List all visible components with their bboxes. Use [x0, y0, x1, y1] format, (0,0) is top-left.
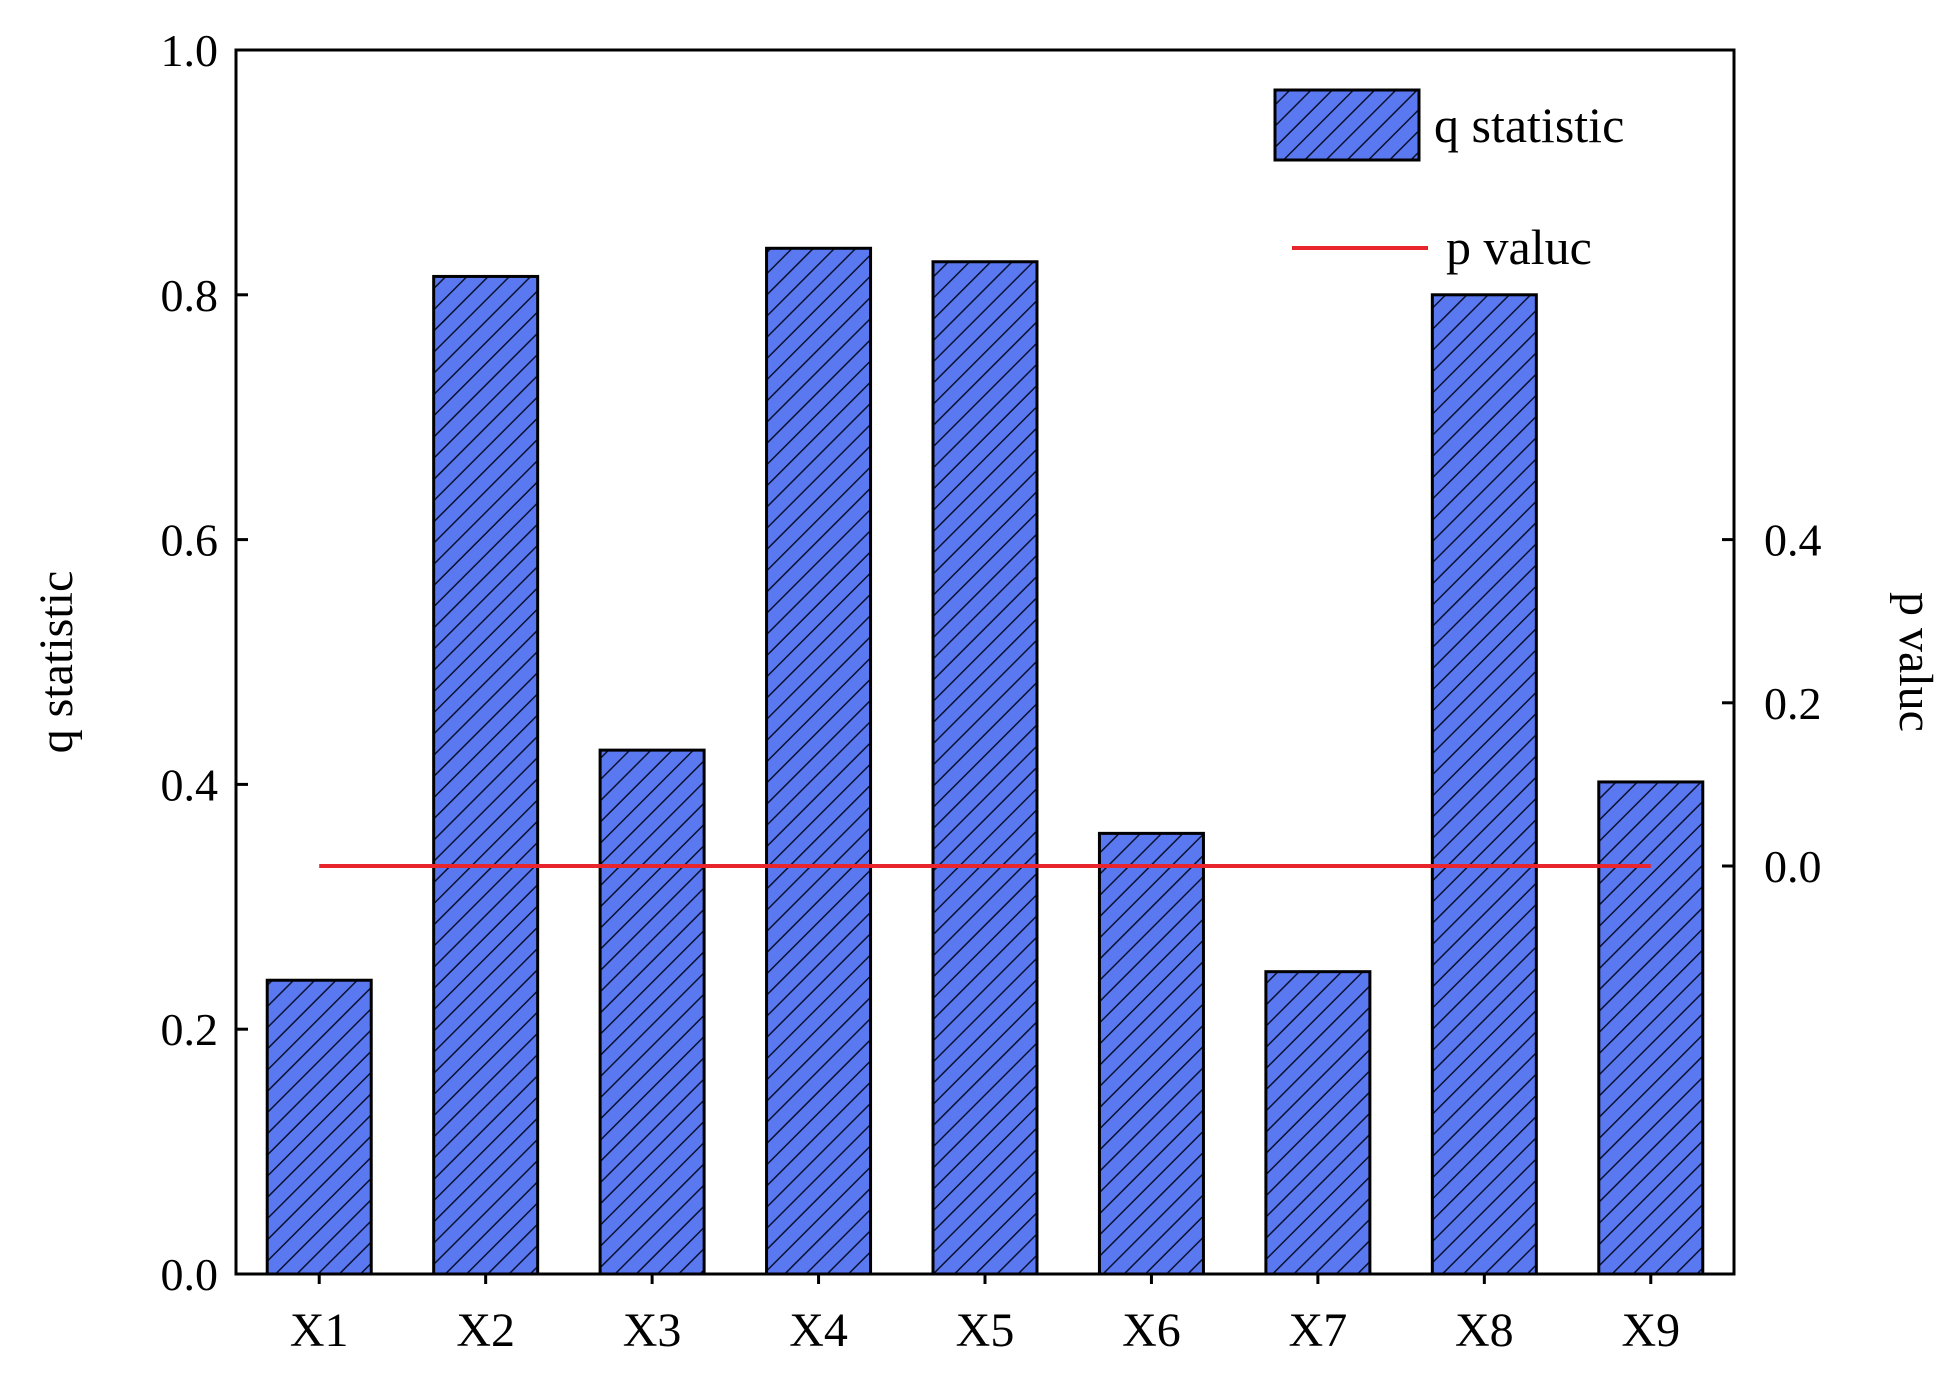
right-tick-label: 0.0: [1764, 841, 1822, 892]
x-tick-label: X5: [956, 1304, 1015, 1357]
legend: q statistic p valuc: [1273, 88, 1624, 275]
x-tick-label: X8: [1455, 1304, 1514, 1357]
right-tick-label: 0.2: [1764, 678, 1822, 729]
legend-swatch-q-statistic: [1273, 88, 1421, 162]
left-y-axis: 0.0 0.2 0.4 0.6 0.8 1.0: [161, 25, 248, 1300]
x-tick-label: X1: [290, 1304, 349, 1357]
bar-x3: [598, 748, 706, 1276]
x-tick-label: X3: [623, 1304, 682, 1357]
bar-x2: [432, 274, 540, 1276]
bar-x6: [1097, 831, 1205, 1276]
bar-x9: [1597, 780, 1705, 1276]
x-tick-label: X4: [789, 1304, 848, 1357]
bar-x7: [1264, 970, 1372, 1276]
left-tick-label: 0.6: [161, 515, 219, 566]
x-tick-label: X9: [1621, 1304, 1680, 1357]
left-tick-label: 0.4: [161, 759, 219, 810]
bar-group: [265, 246, 1705, 1276]
legend-label-p-value: p valuc: [1446, 219, 1592, 275]
x-tick-label: X6: [1122, 1304, 1181, 1357]
left-tick-label: 0.2: [161, 1004, 219, 1055]
right-axis-title: p valuc: [1889, 592, 1941, 732]
left-axis-title: q statistic: [30, 571, 83, 754]
legend-label-q-statistic: q statistic: [1434, 97, 1624, 153]
right-tick-label: 0.4: [1764, 515, 1822, 566]
bar-x8: [1430, 293, 1538, 1276]
x-tick-label: X2: [456, 1304, 515, 1357]
left-tick-label: 0.8: [161, 270, 219, 321]
bar-x1: [265, 978, 373, 1276]
bar-x4: [765, 246, 873, 1276]
left-tick-label: 0.0: [161, 1249, 219, 1300]
x-tick-label: X7: [1289, 1304, 1348, 1357]
bar-x5: [931, 260, 1039, 1276]
left-tick-label: 1.0: [161, 25, 219, 76]
right-y-axis: 0.0 0.2 0.4: [1722, 515, 1822, 892]
x-axis: X1 X2 X3 X4 X5 X6 X7 X8 X9: [290, 1274, 1680, 1357]
